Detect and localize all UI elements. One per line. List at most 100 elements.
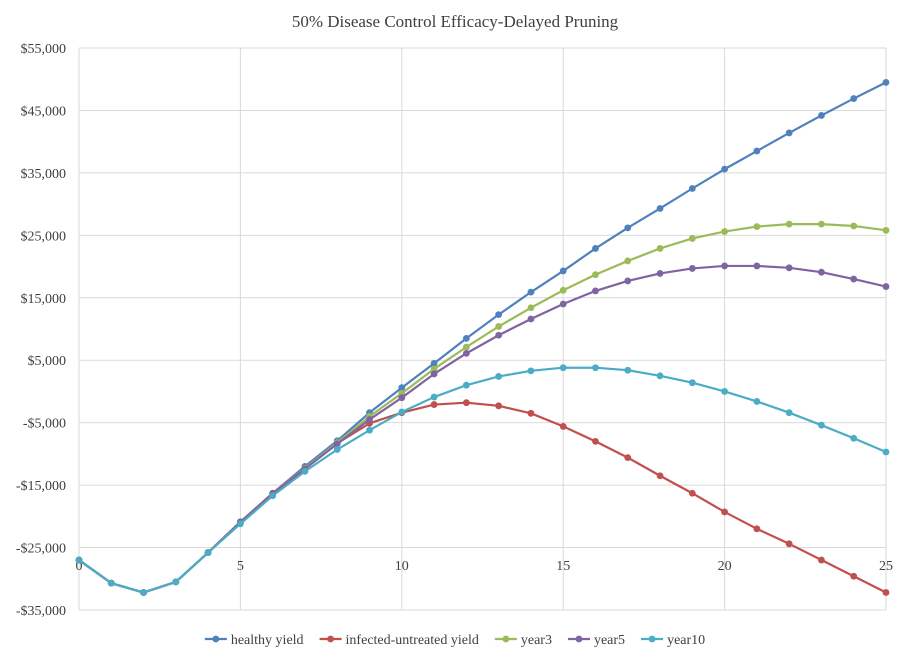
- data-point: [495, 331, 503, 339]
- data-point: [656, 372, 664, 380]
- legend-label: year3: [521, 633, 552, 648]
- data-point: [237, 520, 244, 528]
- data-point: [495, 311, 503, 319]
- y-tick-label: $25,000: [21, 229, 67, 244]
- x-tick-label: 15: [556, 559, 570, 574]
- data-point: [462, 399, 470, 407]
- data-point: [785, 220, 793, 228]
- gridlines: [78, 47, 887, 611]
- tick-labels: $55,000 $45,000 $35,000 $25,000 $15,000 $5,00…: [16, 42, 893, 619]
- data-point: [559, 267, 567, 275]
- data-point: [366, 426, 373, 434]
- data-point: [656, 270, 664, 277]
- data-point: [430, 401, 438, 408]
- data-point: [430, 393, 438, 401]
- series-line: [78, 264, 887, 594]
- y-tick-label: $35,000: [21, 167, 67, 182]
- data-point: [818, 220, 825, 228]
- data-point: [882, 448, 890, 456]
- data-point: [107, 579, 115, 587]
- data-point: [172, 578, 180, 586]
- data-point: [656, 472, 664, 480]
- data-point: [753, 262, 761, 270]
- data-point: [624, 277, 632, 285]
- data-point: [882, 226, 890, 234]
- data-point: [624, 454, 632, 462]
- data-point: [592, 364, 599, 372]
- data-point: [301, 467, 309, 475]
- data-point: [753, 398, 761, 405]
- data-point: [592, 287, 599, 295]
- data-point: [753, 525, 761, 533]
- data-point: [430, 359, 438, 367]
- data-point: [753, 147, 761, 155]
- data-point: [430, 370, 438, 378]
- series-year3: [75, 220, 890, 596]
- series-infected-untreated-yield: [75, 399, 890, 596]
- data-point: [592, 245, 599, 252]
- data-point: [688, 265, 696, 272]
- data-point: [624, 257, 632, 265]
- legend-label: healthy yield: [231, 633, 304, 648]
- data-point: [688, 185, 696, 192]
- data-point: [398, 408, 406, 416]
- data-point: [818, 112, 825, 119]
- legend-item: infected-untreated yield: [319, 633, 479, 648]
- data-point: [559, 364, 567, 372]
- legend-label: infected-untreated yield: [346, 633, 479, 648]
- data-point: [269, 492, 277, 500]
- data-point: [527, 315, 535, 323]
- data-point: [624, 224, 632, 232]
- y-tick-label: -$5,000: [23, 417, 66, 432]
- legend-item: year5: [567, 633, 625, 648]
- legend-item: healthy yield: [204, 633, 304, 648]
- data-point: [688, 379, 696, 387]
- series-line: [78, 366, 887, 594]
- legend-label: year5: [594, 633, 625, 648]
- data-point: [366, 416, 373, 423]
- data-point: [140, 589, 147, 596]
- data-point: [462, 349, 470, 357]
- data-point: [850, 275, 858, 283]
- x-tick-label: 10: [395, 559, 409, 574]
- data-point: [495, 323, 503, 330]
- data-point: [624, 366, 632, 374]
- legend-item: year10: [641, 633, 705, 648]
- data-point: [204, 549, 212, 556]
- legend: healthy yield infected-untreated yield yea…: [204, 633, 705, 648]
- y-tick-label: -$35,000: [16, 604, 66, 619]
- data-point: [785, 409, 793, 417]
- legend-marker: [575, 635, 583, 643]
- data-point: [495, 373, 503, 380]
- legend-marker: [327, 635, 334, 643]
- series-line: [78, 401, 887, 594]
- x-tick-label: 25: [879, 559, 893, 574]
- legend-marker: [212, 635, 220, 643]
- data-point: [333, 440, 341, 448]
- data-point: [850, 572, 858, 580]
- legend-item: year3: [494, 633, 552, 648]
- data-point: [527, 367, 535, 375]
- data-point: [721, 262, 728, 270]
- data-point: [785, 129, 793, 137]
- legend-label: year10: [667, 633, 705, 648]
- x-tick-label: 20: [718, 559, 732, 574]
- data-point: [656, 245, 664, 252]
- legend-marker: [502, 635, 510, 643]
- data-point: [818, 268, 825, 276]
- data-point: [398, 384, 406, 392]
- data-point: [527, 304, 535, 312]
- data-point: [592, 271, 599, 279]
- data-point: [688, 489, 696, 497]
- series-line: [78, 222, 887, 594]
- data-point: [785, 264, 793, 272]
- y-tick-label: $15,000: [21, 292, 67, 307]
- data-point: [882, 589, 890, 596]
- data-point: [592, 438, 599, 445]
- data-point: [462, 343, 470, 351]
- data-point: [559, 286, 567, 294]
- data-point: [721, 388, 728, 395]
- data-point: [850, 95, 858, 102]
- data-point: [818, 556, 825, 564]
- data-point: [559, 423, 567, 430]
